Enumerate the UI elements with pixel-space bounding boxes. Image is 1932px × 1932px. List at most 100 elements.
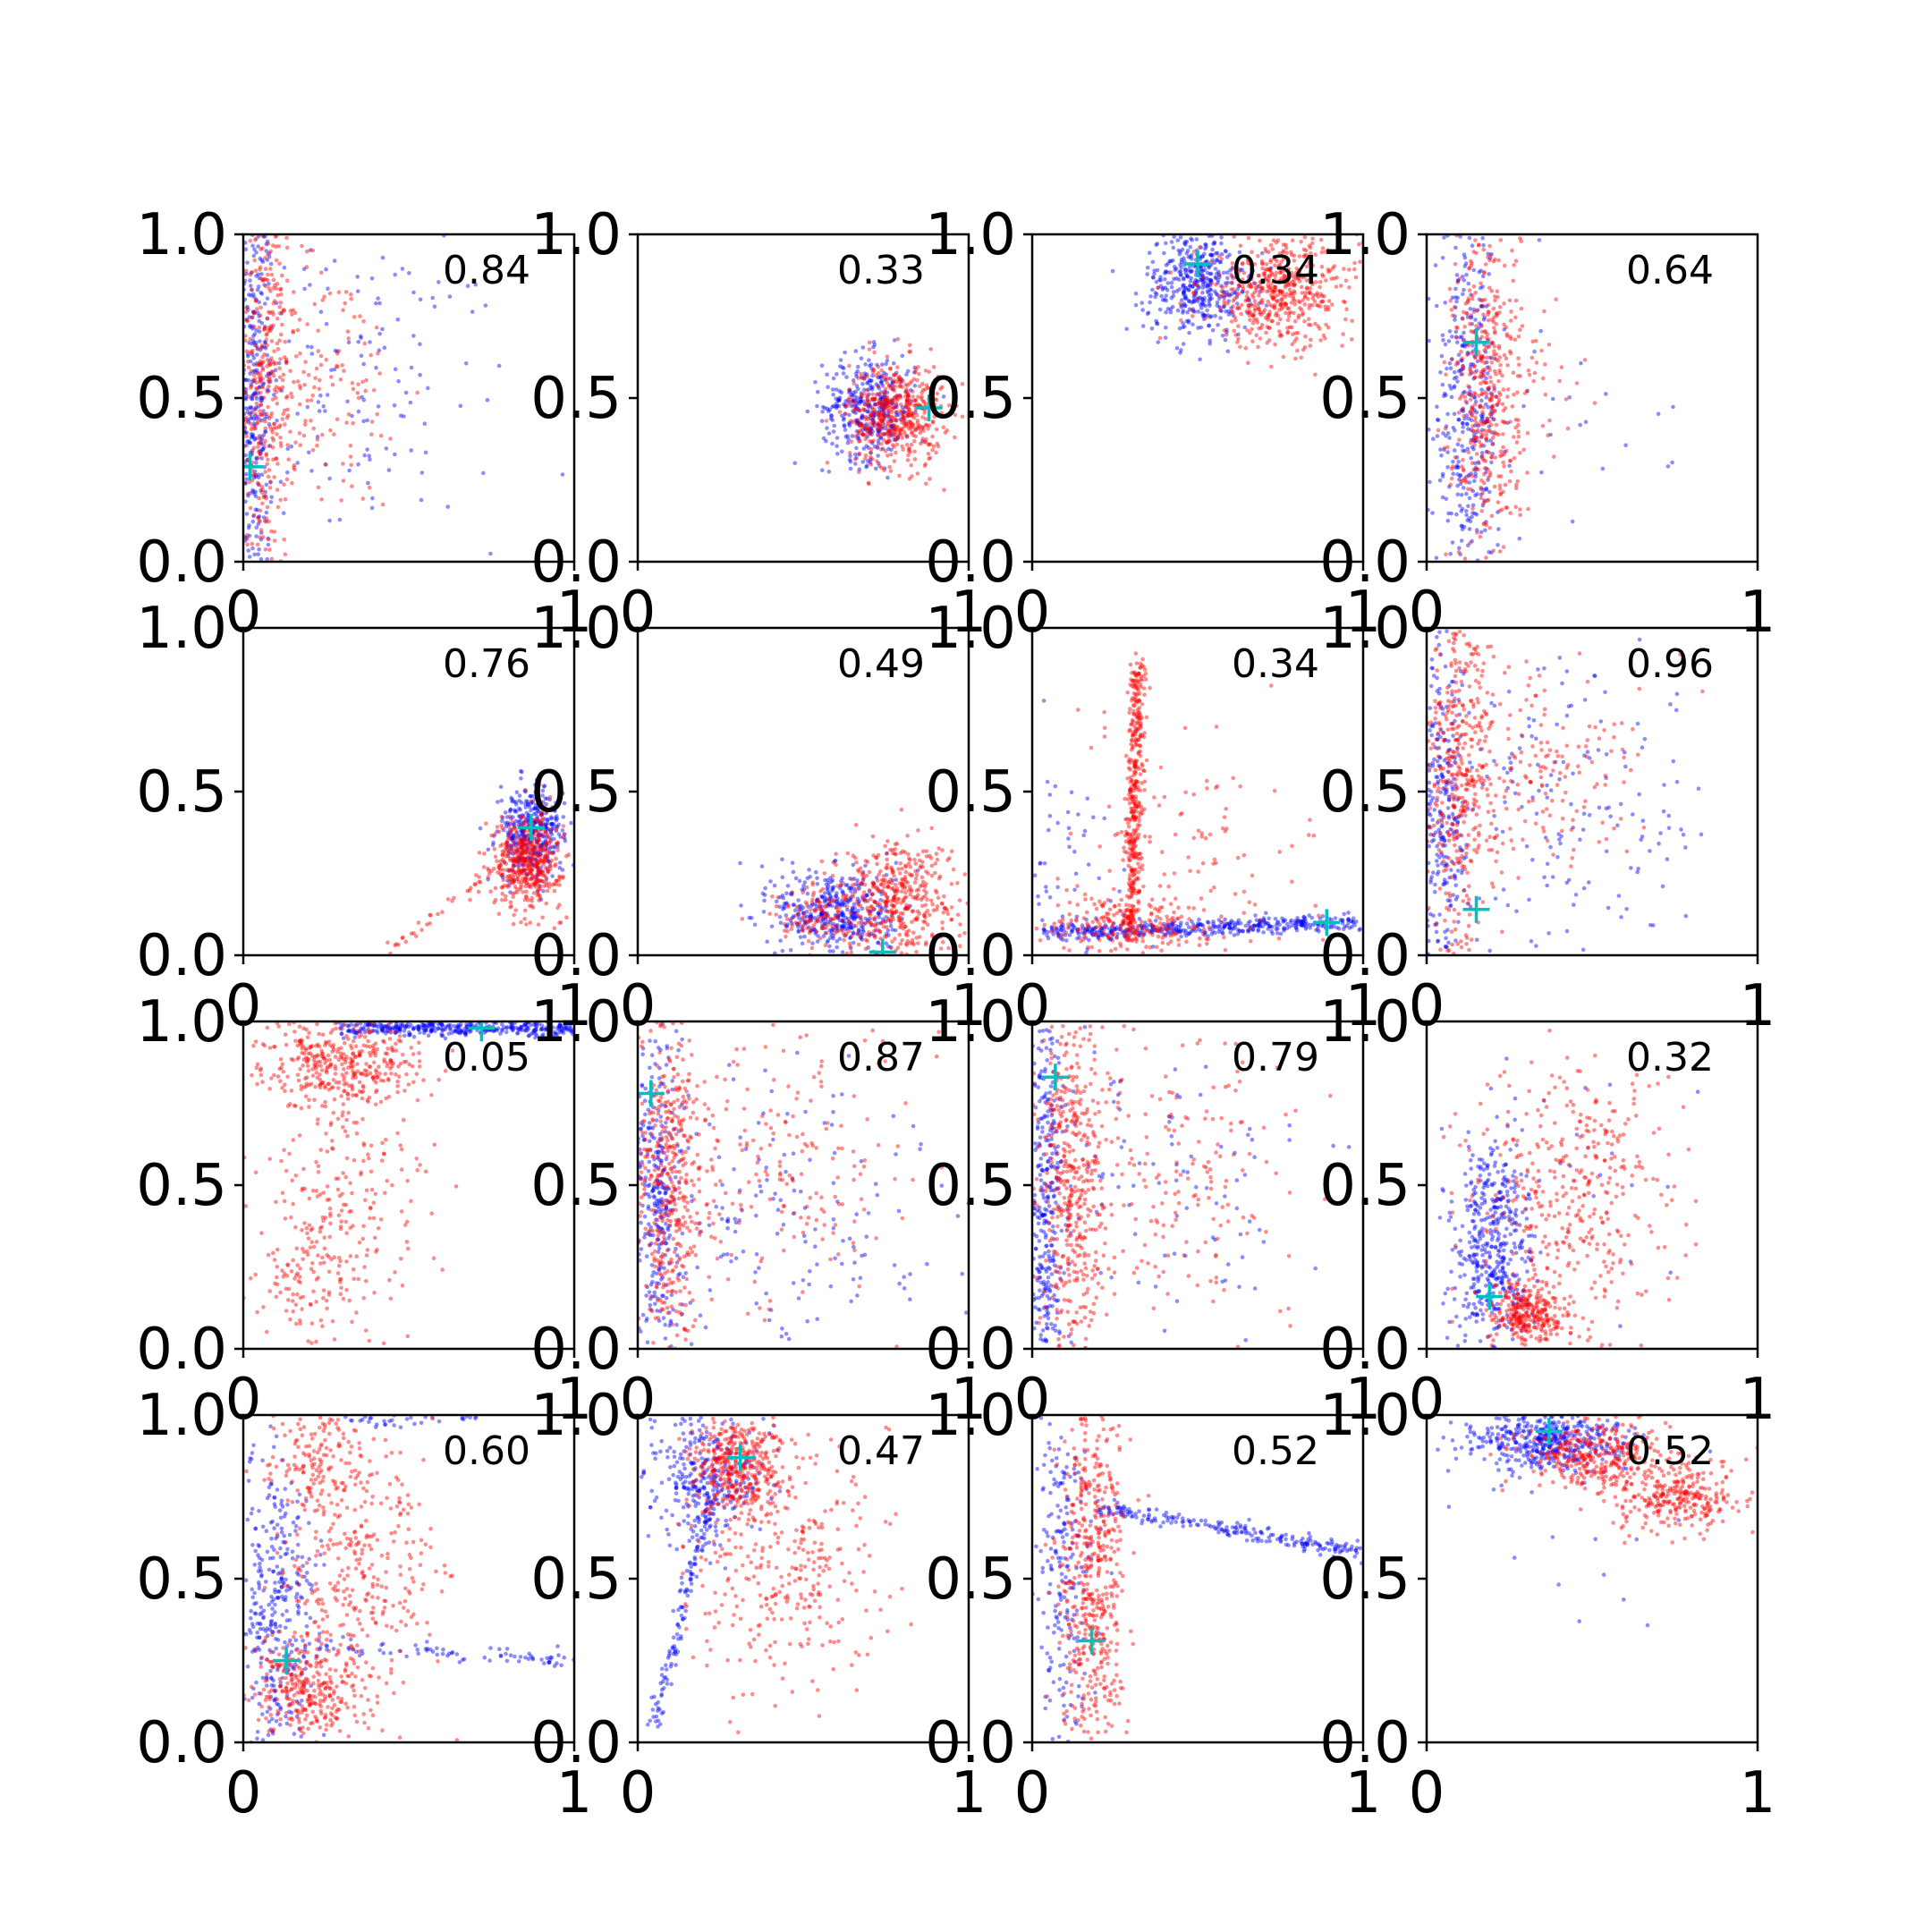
blue-point — [871, 398, 877, 402]
red-point — [1479, 435, 1484, 439]
red-point — [1465, 298, 1470, 303]
blue-point — [250, 352, 255, 358]
red-point — [886, 412, 891, 418]
red-point — [913, 877, 919, 881]
red-point — [1328, 268, 1333, 273]
blue-point — [884, 372, 889, 377]
red-point — [524, 857, 529, 862]
red-point — [280, 309, 284, 314]
red-point — [522, 917, 527, 921]
blue-point — [1201, 317, 1207, 322]
blue-point — [500, 815, 505, 820]
blue-point — [265, 414, 269, 419]
red-point — [1269, 286, 1275, 291]
red-point — [503, 894, 508, 899]
red-point — [535, 864, 539, 869]
red-point — [877, 410, 882, 415]
red-point — [877, 423, 882, 428]
blue-point — [250, 287, 254, 292]
red-point — [1285, 330, 1290, 335]
blue-point — [1191, 297, 1197, 302]
blue-point — [260, 447, 266, 453]
blue-point — [809, 914, 814, 919]
red-point — [871, 396, 876, 402]
blue-point — [1218, 308, 1223, 313]
red-point — [1516, 356, 1521, 360]
red-point — [903, 894, 909, 900]
blue-point — [356, 462, 360, 467]
red-point — [1482, 390, 1487, 394]
blue-point — [855, 418, 860, 423]
blue-point — [545, 846, 550, 852]
red-point — [917, 371, 921, 377]
red-point — [1245, 290, 1250, 295]
blue-point — [876, 432, 880, 437]
red-point — [249, 369, 254, 374]
blue-point — [1208, 292, 1214, 297]
blue-point — [1466, 504, 1470, 509]
red-point — [267, 375, 272, 379]
red-point — [1296, 313, 1301, 318]
blue-point — [790, 892, 794, 897]
red-point — [263, 267, 268, 271]
blue-point — [1224, 255, 1230, 259]
red-point — [521, 844, 525, 849]
blue-point — [529, 808, 533, 813]
blue-point — [522, 835, 527, 839]
red-point — [1252, 308, 1258, 313]
red-point — [511, 921, 516, 927]
blue-point — [506, 832, 511, 836]
blue-point — [1150, 287, 1155, 292]
red-point — [923, 402, 928, 407]
red-point — [1266, 279, 1270, 284]
blue-point — [823, 406, 827, 411]
blue-point — [829, 928, 835, 934]
red-point — [1272, 257, 1277, 261]
red-point — [916, 893, 920, 897]
red-point — [561, 835, 565, 840]
red-point — [278, 497, 284, 503]
blue-point — [1179, 272, 1183, 277]
red-point — [1279, 298, 1284, 302]
red-point — [1273, 284, 1277, 290]
red-point — [497, 866, 502, 870]
red-point — [303, 360, 308, 364]
blue-point — [246, 406, 251, 411]
blue-point — [1200, 301, 1205, 307]
red-point — [1492, 431, 1496, 436]
blue-point — [831, 921, 836, 927]
blue-point — [418, 342, 422, 347]
blue-point — [245, 304, 250, 309]
blue-point — [780, 948, 785, 953]
red-point — [897, 377, 902, 383]
blue-point — [856, 908, 860, 913]
red-point — [288, 309, 293, 313]
blue-point — [1175, 238, 1181, 243]
blue-point — [1483, 528, 1487, 533]
blue-point — [250, 434, 255, 439]
blue-point — [1623, 443, 1628, 448]
red-point — [336, 290, 342, 295]
blue-point — [857, 436, 861, 441]
blue-point — [854, 401, 860, 405]
red-point — [245, 533, 250, 538]
blue-point — [1171, 293, 1176, 299]
red-point — [246, 394, 251, 399]
red-point — [284, 245, 290, 250]
red-point — [913, 894, 919, 899]
red-point — [856, 376, 860, 381]
blue-point — [1182, 289, 1186, 293]
red-point — [877, 411, 881, 417]
red-point — [1292, 253, 1297, 258]
red-point — [1503, 406, 1508, 411]
blue-point — [777, 894, 783, 900]
red-point — [1326, 308, 1331, 312]
blue-point — [518, 808, 522, 812]
red-point — [1473, 291, 1478, 295]
red-point — [520, 857, 525, 861]
blue-point — [853, 452, 858, 457]
blue-point — [851, 377, 856, 383]
blue-point — [866, 405, 871, 410]
blue-point — [1471, 394, 1477, 400]
red-point — [1305, 286, 1309, 292]
